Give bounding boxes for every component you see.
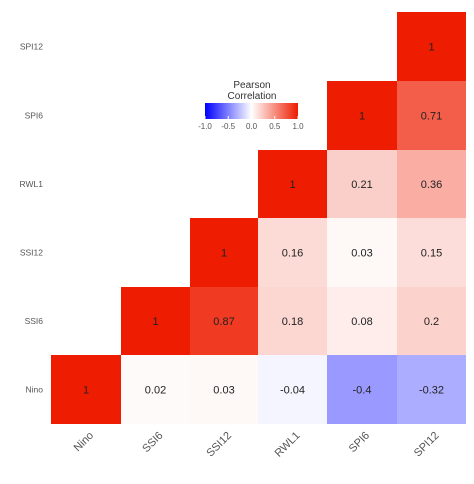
x-tick-label: RWL1 [273,430,303,460]
x-tick-label: SSI6 [140,430,165,455]
heatmap-cell-label: 0.03 [213,385,234,397]
heatmap-cell: 0.36 [397,150,466,218]
x-axis-labels: Nino SSI6 SSI12 RWL1 SPI6 SPI12 [72,430,442,460]
legend-tick-label: 0.5 [269,122,281,131]
heatmap-cells: 1 0.02 0.03 -0.04 -0.4 -0.321 0.87 0.18 0.08 0.21… [51,12,466,424]
legend-colorbar [205,103,298,119]
heatmap-cell-label: 0.03 [351,248,372,260]
legend-title-line2: Correlation [228,91,277,102]
heatmap-cell-rect [258,150,327,218]
heatmap-cell-rect [327,150,397,218]
heatmap-cell: -0.4 [327,355,397,424]
y-tick-label: SPI6 [25,111,44,121]
heatmap-cell: 0.18 [258,287,327,355]
heatmap-cell-rect [397,81,466,150]
legend-title-line1: Pearson [233,80,270,91]
heatmap-cell-rect [327,218,397,287]
heatmap-cell-label: 1 [359,111,365,123]
heatmap-cell-rect [397,355,466,424]
color-legend: Pearson Correlation -1.0 -0.5 0.0 0.5 1.0 [198,80,304,131]
x-tick-label: SSI12 [204,430,234,460]
y-tick-label: RWL1 [20,179,44,189]
heatmap-cell: 1 [327,81,397,150]
heatmap-cell-label: -0.32 [419,385,444,397]
heatmap-cell-rect [121,287,190,355]
y-tick-label: SSI6 [25,316,44,326]
heatmap-cell: 0.16 [258,218,327,287]
heatmap-cell: 0.02 [121,355,190,424]
heatmap-cell: 1 [190,218,258,287]
heatmap-cell-label: 0.2 [424,316,439,328]
heatmap-cell: 1 [397,12,466,81]
heatmap-cell-label: 0.02 [145,385,166,397]
heatmap-cell-label: 1 [152,316,158,328]
heatmap-cell-label: 1 [221,248,227,260]
heatmap-cell-label: 0.36 [421,179,442,191]
legend-tick-label: 1.0 [292,122,304,131]
heatmap-cell: -0.32 [397,355,466,424]
heatmap-cell: 0.71 [397,81,466,150]
y-tick-label: Nino [26,385,44,395]
heatmap-cell: 0.15 [397,218,466,287]
x-tick-label: Nino [72,430,96,454]
heatmap-cell-rect [51,355,121,424]
heatmap-cell-rect [121,355,190,424]
heatmap-cell: 0.21 [327,150,397,218]
heatmap-cell: 0.2 [397,287,466,355]
x-tick-label: SPI6 [347,430,372,455]
heatmap-cell-label: 0.21 [351,179,372,191]
heatmap-cell-rect [397,12,466,81]
heatmap-cell-rect [327,355,397,424]
heatmap-cell-rect [327,287,397,355]
heatmap-cell: 0.08 [327,287,397,355]
y-axis-labels: Nino SSI6 SSI12 RWL1 SPI6 SPI12 [20,42,44,395]
heatmap-cell-label: 1 [428,42,434,54]
heatmap-cell-rect [397,218,466,287]
heatmap-cell: 1 [258,150,327,218]
heatmap-cell-rect [397,150,466,218]
legend-tick-label: 0.0 [246,122,258,131]
y-tick-label: SSI12 [20,248,43,258]
heatmap-cell-label: 1 [289,179,295,191]
heatmap-cell: -0.04 [258,355,327,424]
legend-tick-label: -0.5 [221,122,235,131]
heatmap-cell-label: -0.4 [353,385,372,397]
heatmap-cell-label: 0.71 [421,111,442,123]
heatmap-cell-rect [190,355,258,424]
heatmap-cell-label: -0.04 [280,385,305,397]
heatmap-cell-rect [327,81,397,150]
heatmap-cell: 0.03 [327,218,397,287]
y-tick-label: SPI12 [20,42,43,52]
heatmap-cell-rect [258,355,327,424]
heatmap-cell-rect [190,287,258,355]
heatmap-cell-label: 0.15 [421,248,442,260]
x-tick-label: SPI12 [412,430,442,460]
heatmap-cell-rect [190,218,258,287]
heatmap-cell: 1 [51,355,121,424]
heatmap-cell-label: 0.18 [282,316,303,328]
heatmap-cell-label: 1 [83,385,89,397]
heatmap-cell: 1 [121,287,190,355]
heatmap-cell-label: 0.87 [213,316,234,328]
heatmap-cell-label: 0.08 [351,316,372,328]
heatmap-cell-rect [258,287,327,355]
heatmap-cell: 0.87 [190,287,258,355]
heatmap-cell-rect [397,287,466,355]
legend-tick-label: -1.0 [198,122,212,131]
heatmap-cell-rect [258,218,327,287]
heatmap-cell: 0.03 [190,355,258,424]
heatmap-cell-label: 0.16 [282,248,303,260]
